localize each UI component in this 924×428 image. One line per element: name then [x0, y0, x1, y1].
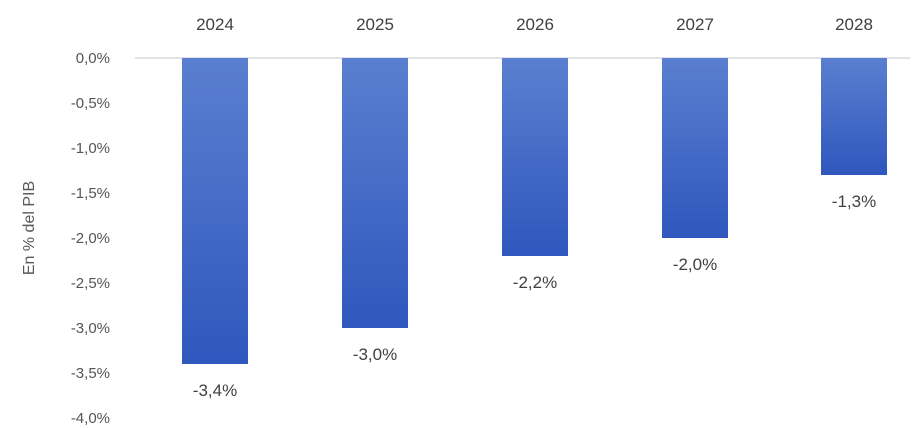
labels-layer: 0,0% -0,5% -1,0% -1,5% -2,0% -2,5% -3,0% -3,5% -…	[71, 15, 876, 427]
y-axis-title: En % del PIB	[21, 181, 38, 275]
data-label: -2,2%	[513, 273, 557, 292]
y-tick-label: -2,5%	[71, 275, 110, 292]
y-tick-label: -3,5%	[71, 365, 110, 382]
bar	[821, 58, 887, 175]
y-tick-label: -1,0%	[71, 140, 110, 157]
y-tick-label: -3,0%	[71, 320, 110, 337]
category-label: 2027	[676, 15, 714, 34]
data-label: -3,0%	[353, 345, 397, 364]
bar	[182, 58, 248, 364]
category-label: 2024	[196, 15, 234, 34]
y-tick-label: -2,0%	[71, 230, 110, 247]
y-tick-label: -4,0%	[71, 410, 110, 427]
bar	[662, 58, 728, 238]
data-label: -3,4%	[193, 381, 237, 400]
y-tick-label: -1,5%	[71, 185, 110, 202]
category-label: 2026	[516, 15, 554, 34]
y-tick-label: 0,0%	[76, 50, 110, 67]
bar	[502, 58, 568, 256]
y-tick-label: -0,5%	[71, 95, 110, 112]
category-label: 2028	[835, 15, 873, 34]
category-label: 2025	[356, 15, 394, 34]
bar	[342, 58, 408, 328]
data-label: -1,3%	[832, 192, 876, 211]
bars-layer	[182, 58, 887, 364]
data-label: -2,0%	[673, 255, 717, 274]
